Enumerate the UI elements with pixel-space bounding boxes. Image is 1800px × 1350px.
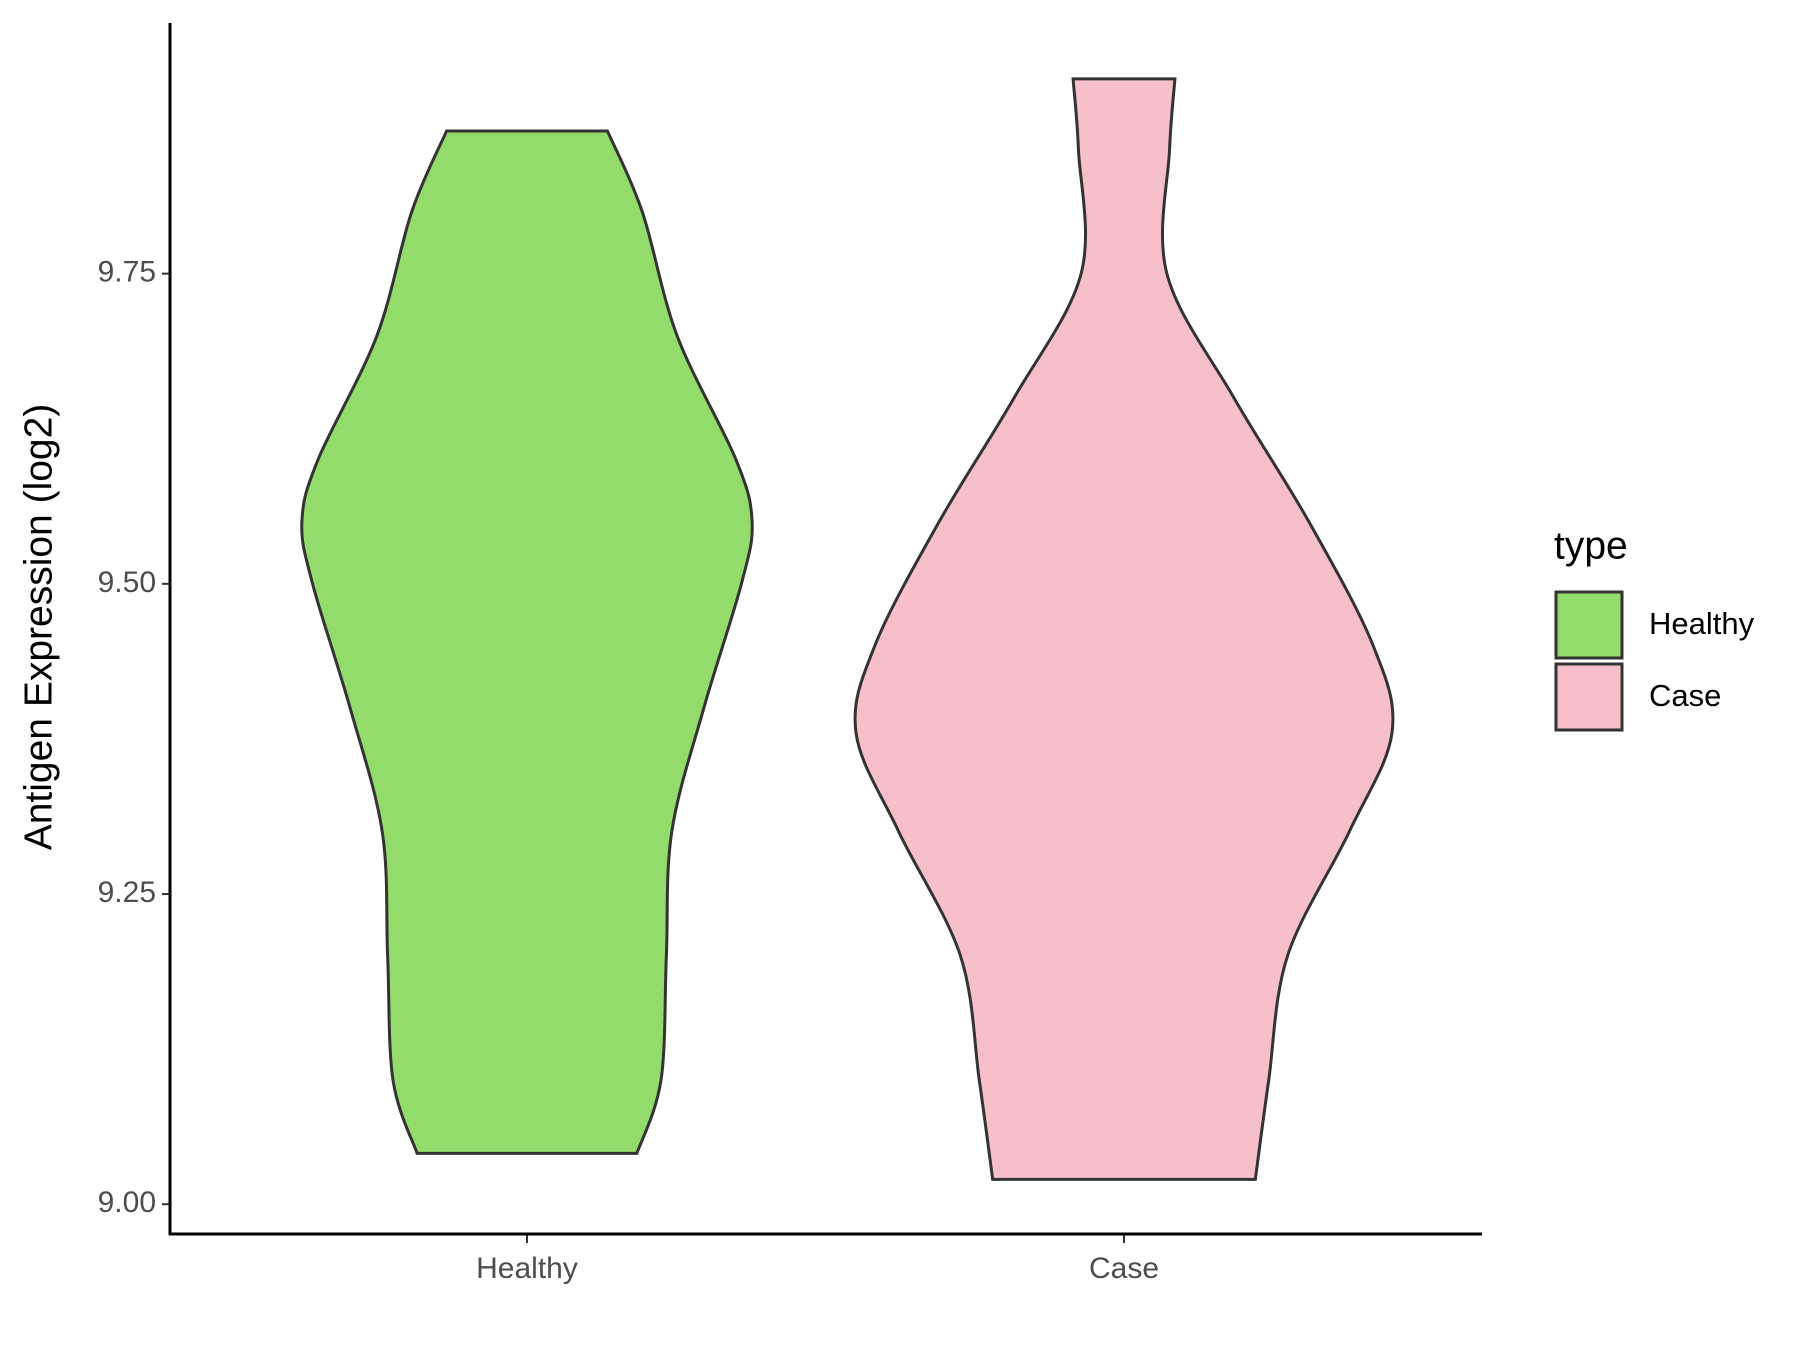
legend-title: type [1554, 524, 1628, 567]
x-tick-label: Case [1089, 1252, 1159, 1285]
violin [853, 77, 1395, 1181]
y-tick-label: 9.75 [98, 256, 156, 289]
violin [300, 129, 754, 1155]
y-tick-label: 9.00 [98, 1186, 156, 1219]
x-tick-label: Healthy [476, 1252, 578, 1285]
legend-key [1554, 590, 1624, 660]
legend-key [1554, 662, 1624, 732]
legend-label: Case [1649, 678, 1721, 713]
y-tick-label: 9.25 [98, 876, 156, 909]
y-tick-label: 9.50 [98, 566, 156, 599]
y-axis-title: Antigen Expression (log2) [17, 404, 60, 851]
legend-label: Healthy [1649, 606, 1755, 641]
